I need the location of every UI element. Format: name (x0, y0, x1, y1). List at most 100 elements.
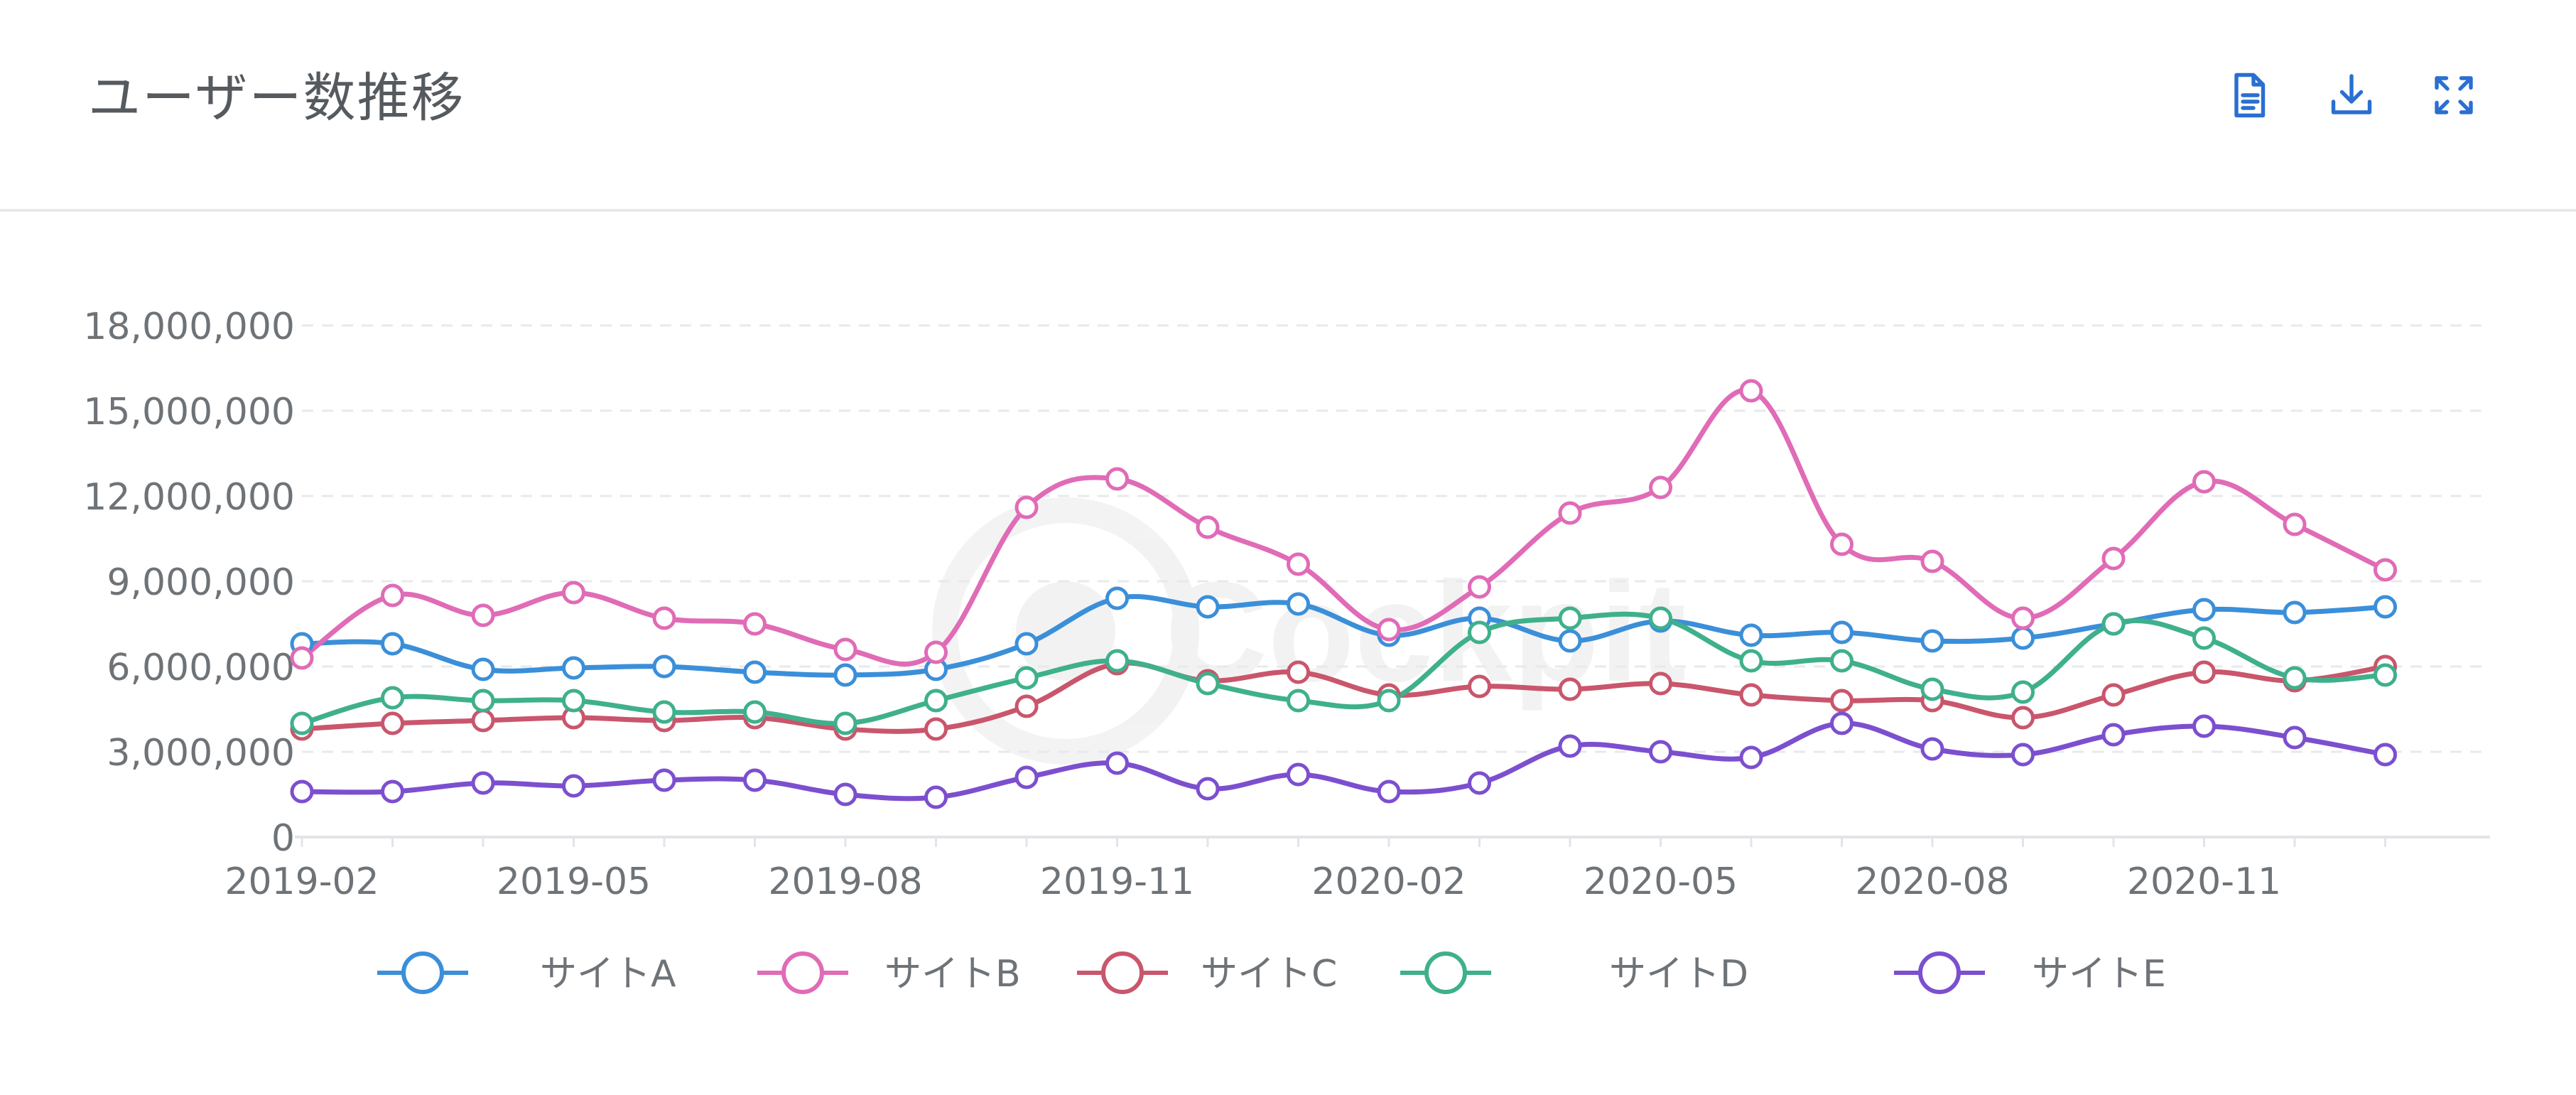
data-point-site-c (1649, 671, 1672, 696)
data-point-site-b (2101, 546, 2126, 571)
x-tick-label: 2020-02 (1311, 861, 1466, 903)
data-point-site-e (1558, 734, 1582, 758)
data-point-site-b (471, 603, 495, 627)
data-point-site-b (2283, 512, 2307, 536)
data-point-site-c (2192, 660, 2216, 684)
data-point-site-d (2192, 626, 2216, 650)
data-point-site-e (1377, 780, 1401, 804)
data-point-site-b (652, 606, 676, 630)
data-point-site-c (1014, 694, 1039, 718)
data-point-site-b (924, 640, 948, 664)
data-point-site-e (1196, 777, 1220, 801)
legend-item-site-e[interactable]: サイトE (1894, 951, 2166, 996)
data-point-site-e (2283, 725, 2307, 750)
data-point-site-a (833, 663, 857, 687)
legend-marker (1101, 951, 1144, 994)
x-tick-label: 2019-08 (768, 861, 922, 903)
chart-header: ユーザー数推移 (0, 0, 2576, 212)
data-point-site-d (471, 689, 495, 713)
legend-item-site-b[interactable]: サイトB (757, 951, 1021, 996)
legend-label: サイトD (1609, 953, 1748, 996)
data-point-site-e (471, 771, 495, 795)
x-tick-label: 2020-05 (1584, 861, 1738, 903)
data-point-site-e (1649, 740, 1672, 764)
data-point-site-a (1830, 620, 1853, 644)
page-title: ユーザー数推移 (88, 68, 465, 129)
data-point-site-e (2192, 714, 2216, 738)
data-point-site-b (1196, 515, 1220, 539)
data-point-site-b (1287, 552, 1310, 576)
data-point-site-b (1468, 575, 1491, 599)
data-point-site-d (1739, 649, 1763, 673)
data-point-site-b (2011, 606, 2035, 630)
data-point-site-b (290, 646, 314, 670)
data-point-site-d (1196, 671, 1220, 696)
legend-item-site-c[interactable]: サイトC (1077, 951, 1337, 996)
data-point-site-a (1920, 629, 1944, 653)
legend-item-site-d[interactable]: サイトD (1400, 951, 1748, 996)
data-point-site-d (562, 689, 585, 713)
data-point-site-e (1014, 765, 1039, 789)
data-point-site-d (290, 711, 314, 735)
data-point-site-d (1830, 649, 1853, 673)
data-point-site-b (1377, 617, 1401, 642)
data-point-site-b (1558, 501, 1582, 525)
data-point-site-c (924, 717, 948, 741)
legend-label: サイトC (1201, 953, 1337, 996)
y-tick-label: 9,000,000 (107, 561, 295, 604)
data-point-site-e (924, 785, 948, 809)
data-point-site-d (2101, 612, 2126, 636)
x-tick-label: 2020-11 (2127, 861, 2281, 903)
data-point-site-a (1558, 629, 1582, 653)
data-point-site-a (381, 632, 404, 656)
data-point-site-c (1830, 689, 1853, 713)
legend-item-site-a[interactable]: サイトA (377, 951, 676, 996)
data-point-site-d (833, 711, 857, 735)
data-point-site-e (1739, 745, 1763, 770)
x-tick-label: 2019-11 (1040, 861, 1194, 903)
data-point-site-a (562, 656, 585, 680)
data-point-site-e (1830, 711, 1853, 735)
data-point-site-d (1468, 620, 1491, 644)
data-point-site-c (471, 708, 495, 733)
y-tick-label: 3,000,000 (107, 732, 295, 775)
series-line-site-e (301, 721, 2386, 802)
document-icon[interactable] (2224, 68, 2275, 122)
data-point-site-d (2374, 663, 2397, 687)
data-point-site-d (924, 689, 948, 713)
data-point-site-a (743, 660, 767, 684)
data-point-site-b (1920, 549, 1944, 573)
legend-marker (781, 951, 824, 994)
data-point-site-b (833, 637, 857, 662)
data-point-site-e (2101, 723, 2126, 747)
data-point-site-b (1830, 532, 1853, 556)
x-tick-label: 2019-02 (224, 861, 379, 903)
y-tick-label: 12,000,000 (83, 476, 295, 519)
data-point-site-e (1287, 762, 1310, 787)
data-point-site-e (2374, 743, 2397, 767)
data-point-site-d (1014, 666, 1039, 690)
download-icon[interactable] (2326, 68, 2377, 122)
data-point-site-a (1014, 632, 1039, 656)
data-point-site-a (1739, 623, 1763, 647)
data-point-site-a (2283, 600, 2307, 625)
data-point-site-b (562, 581, 585, 605)
data-point-site-e (562, 774, 585, 798)
data-point-site-a (2374, 595, 2397, 619)
data-point-site-e (290, 780, 314, 804)
data-point-site-b (1739, 379, 1763, 403)
data-point-site-e (1105, 751, 1129, 775)
data-point-site-e (1468, 771, 1491, 795)
data-point-site-d (1377, 689, 1401, 713)
data-point-site-e (743, 768, 767, 792)
data-point-site-d (652, 700, 676, 724)
x-tick-label: 2019-05 (497, 861, 651, 903)
data-point-site-c (381, 711, 404, 735)
fullscreen-icon[interactable] (2428, 68, 2479, 122)
data-point-site-b (381, 583, 404, 608)
data-point-site-c (1739, 683, 1763, 707)
data-point-site-b (2192, 470, 2216, 494)
data-point-site-d (1558, 606, 1582, 630)
data-point-site-e (2011, 743, 2035, 767)
data-point-site-a (2192, 598, 2216, 622)
